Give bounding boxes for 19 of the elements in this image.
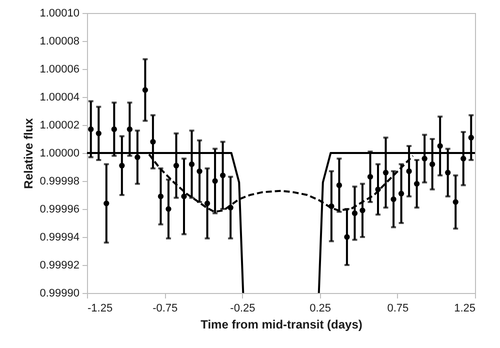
y-tick-label: 0.99996	[40, 204, 80, 216]
x-tick-label: 0.25	[310, 302, 332, 314]
x-tick-label: -0.75	[152, 302, 178, 314]
x-tick-label: -1.25	[88, 302, 113, 314]
y-tick-label: 0.99998	[40, 176, 80, 188]
y-tick-label: 0.99990	[40, 288, 80, 300]
y-tick-label: 1.00000	[40, 148, 80, 160]
y-tick-label: 1.00010	[40, 8, 80, 20]
x-tick-label: 1.25	[454, 302, 476, 314]
y-tick-label: 1.00008	[40, 36, 80, 48]
x-axis-title: Time from mid-transit (days)	[200, 318, 362, 332]
y-tick-label: 1.00006	[40, 64, 80, 76]
y-tick-label: 0.99992	[40, 260, 80, 272]
x-tick-label: -0.25	[230, 302, 256, 314]
y-tick-label: 0.99994	[40, 232, 80, 244]
x-tick-label: 0.75	[387, 302, 409, 314]
y-axis-title: Relative flux	[22, 118, 36, 189]
y-tick-label: 1.00004	[40, 92, 80, 104]
y-tick-label: 1.00002	[40, 120, 80, 132]
